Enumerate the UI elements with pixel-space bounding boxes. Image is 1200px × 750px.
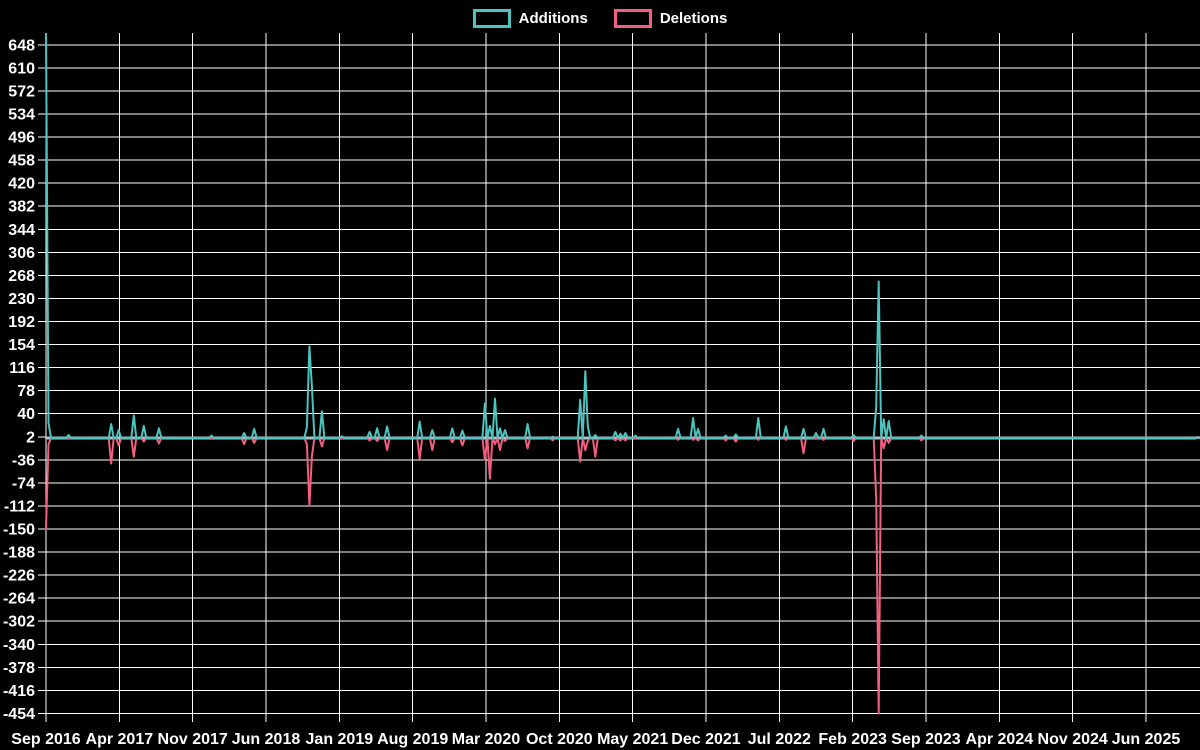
x-axis-tick-label: Sep 2023 — [891, 731, 960, 748]
chart-legend: Additions Deletions — [0, 6, 1200, 30]
y-axis-tick-label: 572 — [8, 83, 35, 100]
additions-swatch-icon — [472, 8, 511, 28]
y-axis-tick-label: 230 — [8, 291, 35, 308]
x-axis-tick-label: Aug 2019 — [377, 731, 448, 748]
x-axis-tick-label: Jun 2025 — [1112, 731, 1181, 748]
y-axis-tick-label: 40 — [17, 406, 35, 423]
x-axis-tick-label: Feb 2023 — [818, 731, 887, 748]
y-axis-tick-label: 268 — [8, 268, 35, 285]
y-axis-tick-label: -74 — [12, 475, 35, 492]
x-axis-tick-label: Nov 2017 — [158, 731, 228, 748]
y-axis-tick-label: -378 — [3, 660, 35, 677]
y-axis-tick-label: 192 — [8, 314, 35, 331]
x-axis-tick-label: Oct 2020 — [526, 731, 593, 748]
deletions-line-series — [45, 437, 1200, 715]
additions-line-series — [45, 33, 1200, 439]
x-axis-tick-label: Jan 2019 — [306, 731, 374, 748]
y-axis-tick-label: 420 — [8, 176, 35, 193]
y-axis-tick-label: 116 — [9, 360, 35, 377]
y-axis-tick-label: 382 — [8, 199, 35, 216]
x-axis-tick-label: Dec 2021 — [671, 731, 740, 748]
x-axis-tick-label: Apr 2017 — [86, 731, 154, 748]
deletions-swatch-icon — [613, 8, 652, 28]
y-axis-tick-label: -264 — [3, 591, 35, 608]
legend-label-additions: Additions — [518, 9, 588, 27]
y-axis-tick-label: 610 — [8, 60, 35, 77]
x-axis-tick-label: May 2021 — [597, 731, 668, 748]
y-axis-tick-label: -454 — [3, 706, 35, 723]
y-axis-tick-label: 458 — [8, 153, 35, 170]
y-axis-tick-label: -416 — [3, 683, 35, 700]
y-axis-tick-label: 78 — [17, 383, 35, 400]
y-axis-tick-label: 2 — [26, 429, 35, 446]
x-axis-tick-label: Jul 2022 — [748, 731, 811, 748]
legend-label-deletions: Deletions — [659, 9, 728, 27]
y-axis-tick-label: -36 — [12, 452, 35, 469]
x-axis-tick-label: Sep 2016 — [11, 731, 80, 748]
y-axis-tick-label: 648 — [8, 37, 35, 54]
x-axis-tick-label: Nov 2024 — [1038, 731, 1108, 748]
y-axis-tick-label: 154 — [8, 337, 35, 354]
y-axis-tick-label: 496 — [8, 130, 35, 147]
x-axis-tick-label: Jun 2018 — [232, 731, 301, 748]
y-axis-tick-label: -302 — [3, 614, 35, 631]
y-axis-tick-label: -226 — [3, 568, 35, 585]
legend-item-deletions[interactable]: Deletions — [613, 8, 728, 28]
y-axis-tick-label: -340 — [3, 637, 35, 654]
x-axis-tick-label: Mar 2020 — [452, 731, 521, 748]
y-axis-tick-label: 344 — [8, 222, 35, 239]
x-axis-tick-label: Apr 2024 — [966, 731, 1034, 748]
y-axis-tick-label: -188 — [3, 545, 35, 562]
legend-item-additions[interactable]: Additions — [472, 8, 588, 28]
y-axis-tick-label: -150 — [3, 522, 35, 539]
y-axis-tick-label: -112 — [4, 498, 35, 515]
y-axis-tick-label: 306 — [8, 245, 35, 262]
y-axis-tick-label: 534 — [8, 106, 35, 123]
